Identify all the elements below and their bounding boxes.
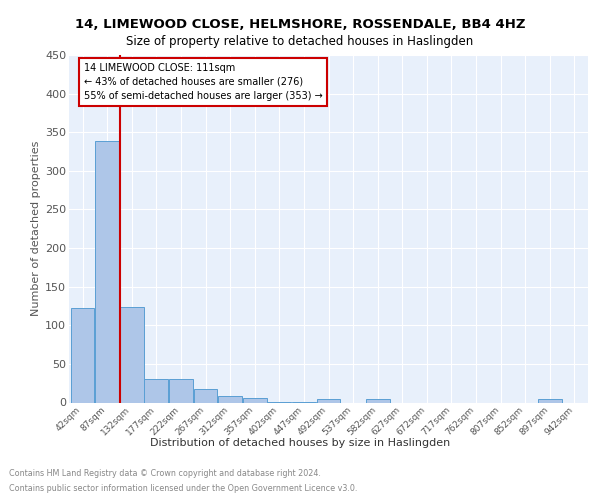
- Bar: [538, 400, 562, 402]
- Bar: [95, 142, 119, 402]
- Text: 14 LIMEWOOD CLOSE: 111sqm
← 43% of detached houses are smaller (276)
55% of semi: 14 LIMEWOOD CLOSE: 111sqm ← 43% of detac…: [83, 62, 322, 100]
- Bar: [145, 380, 168, 402]
- Bar: [194, 390, 217, 402]
- Bar: [218, 396, 242, 402]
- Y-axis label: Number of detached properties: Number of detached properties: [31, 141, 41, 316]
- Bar: [317, 400, 340, 402]
- Bar: [366, 398, 389, 402]
- Text: Contains public sector information licensed under the Open Government Licence v3: Contains public sector information licen…: [9, 484, 358, 493]
- Text: 14, LIMEWOOD CLOSE, HELMSHORE, ROSSENDALE, BB4 4HZ: 14, LIMEWOOD CLOSE, HELMSHORE, ROSSENDAL…: [75, 18, 525, 30]
- Bar: [120, 306, 143, 402]
- Bar: [169, 380, 193, 402]
- Text: Distribution of detached houses by size in Haslingden: Distribution of detached houses by size …: [150, 438, 450, 448]
- Bar: [71, 308, 94, 402]
- Text: Contains HM Land Registry data © Crown copyright and database right 2024.: Contains HM Land Registry data © Crown c…: [9, 469, 321, 478]
- Text: Size of property relative to detached houses in Haslingden: Size of property relative to detached ho…: [127, 35, 473, 48]
- Bar: [243, 398, 266, 402]
